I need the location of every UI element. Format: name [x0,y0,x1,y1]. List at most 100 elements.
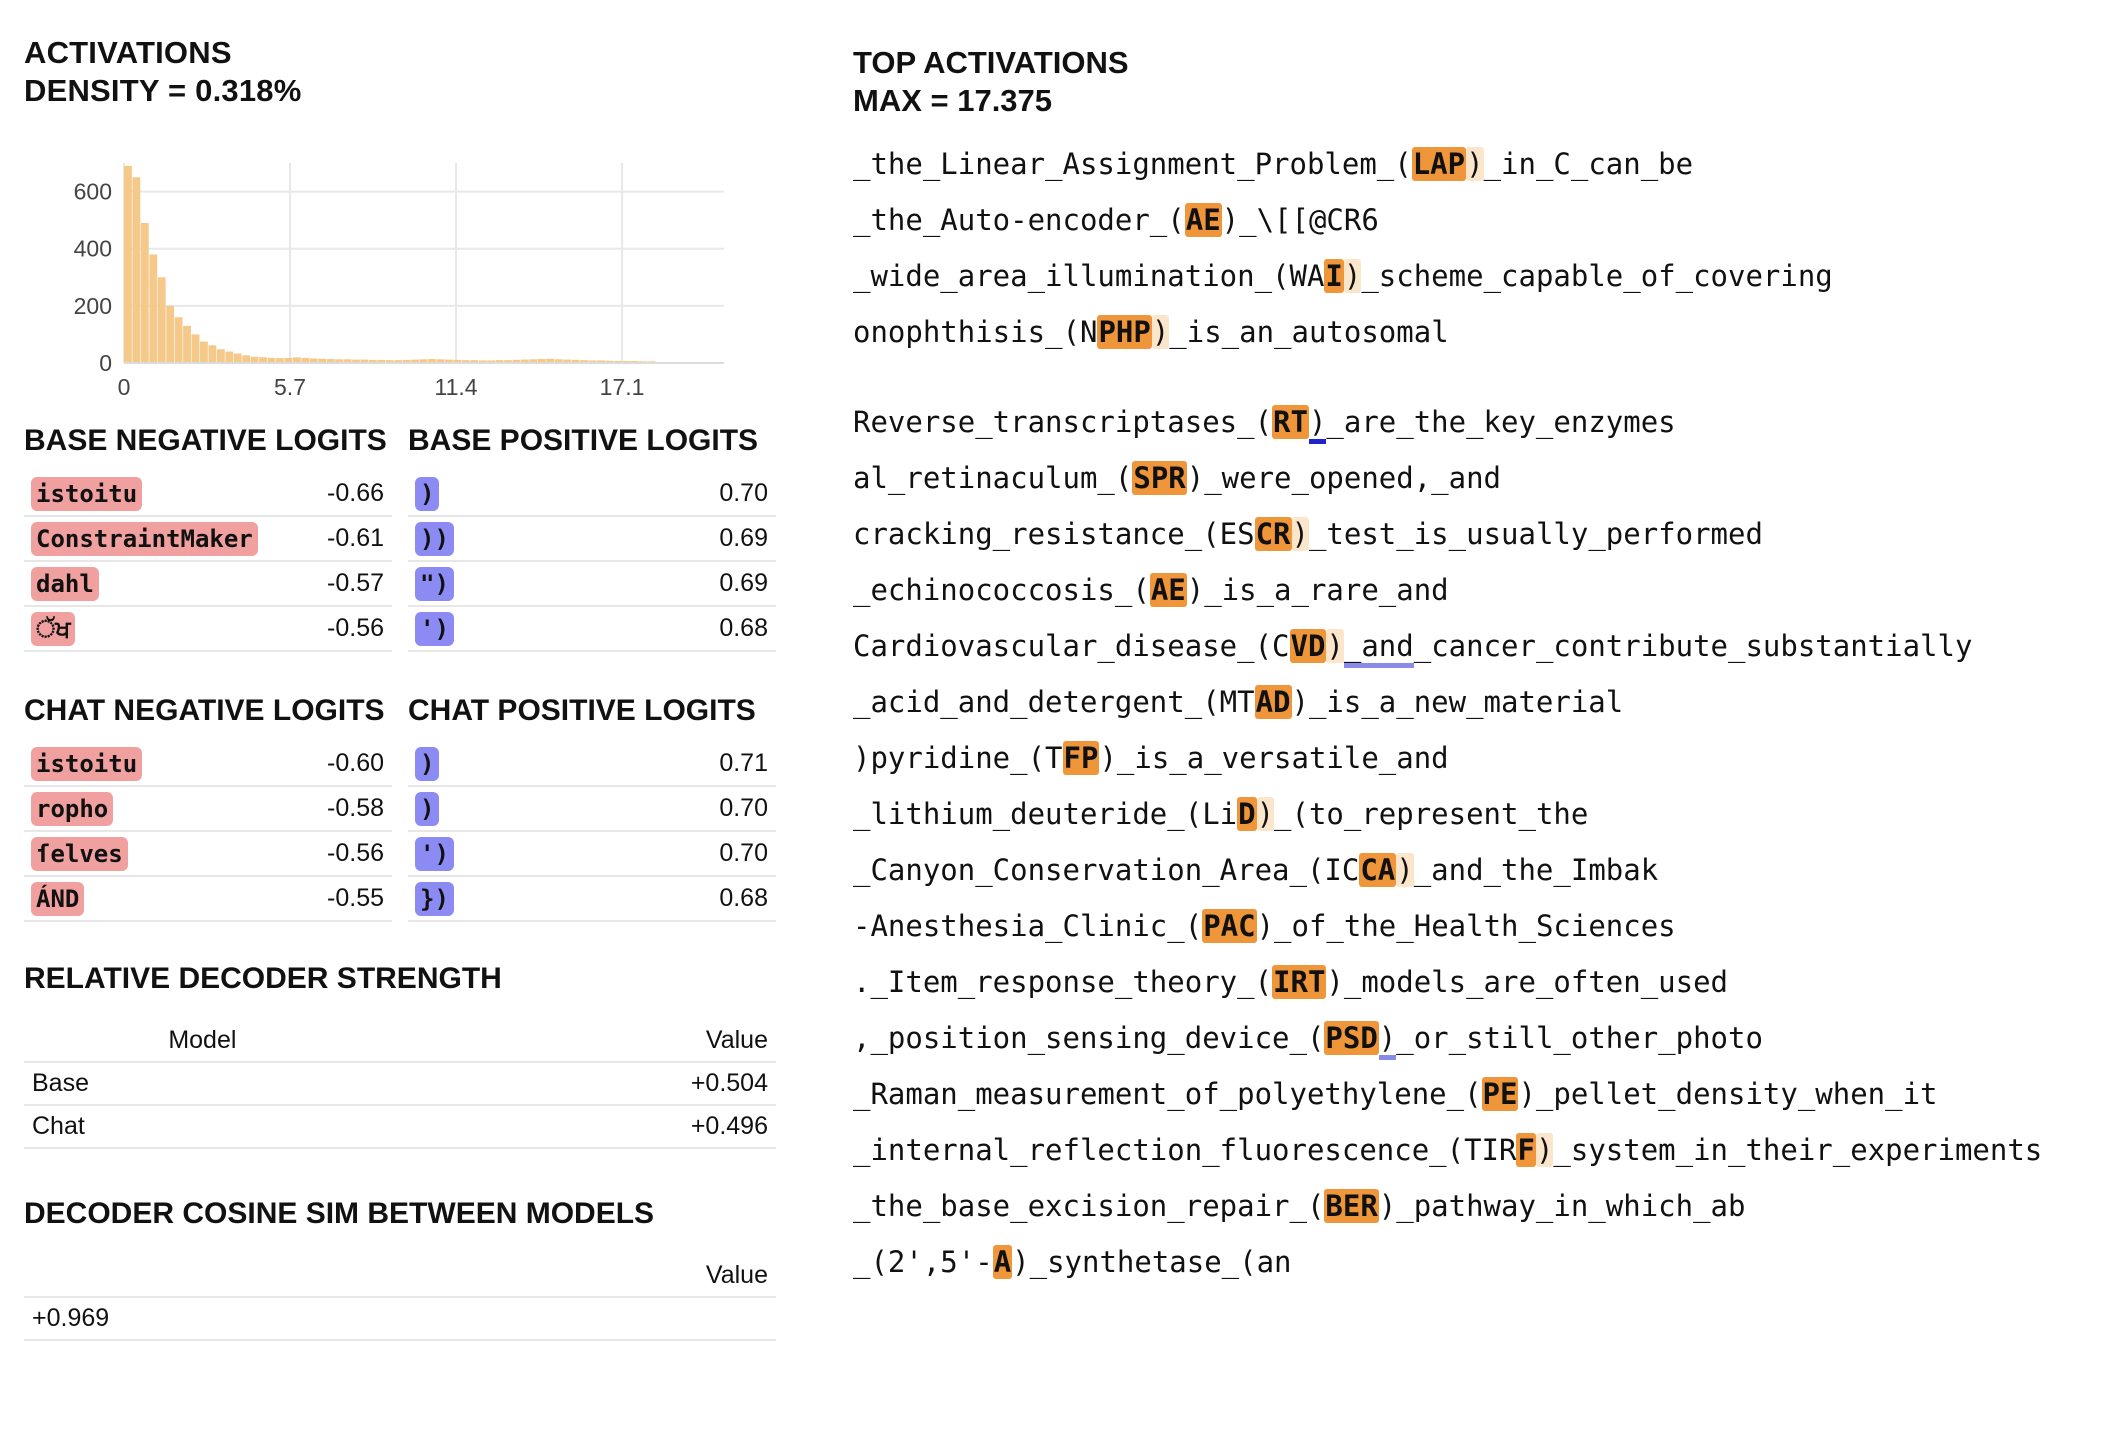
histogram-bar [394,360,403,363]
histogram-bar [309,358,318,363]
histogram-bar [428,359,436,363]
histogram-svg: 0 200 400 600 0 5.7 11.4 17.1 [74,163,724,400]
example-text: _the_Linear_Assignment_Problem_( [853,147,1412,181]
activation-example: _echinococcosis_(AE)_is_a_rare_and [853,562,2093,618]
highlighted-token: A [992,1245,1013,1279]
histogram-bar [157,277,166,363]
example-text: )_were_opened,_and [1186,461,1502,495]
relative-decoder-title: RELATIVE DECODER STRENGTH [24,962,502,995]
histogram-bar [191,334,200,363]
example-text: ._Item_response_theory_( [853,965,1273,999]
histogram-bar [554,359,563,363]
cosine-sim-value: +0.969 [24,1297,776,1341]
logit-token: ) [415,746,440,781]
histogram-bar [225,351,234,363]
histogram-bar [529,359,538,363]
logit-row: ) 0.70 [408,787,776,832]
example-text: _or_still_other_photo [1396,1021,1763,1055]
x-tick-label: 11.4 [435,374,478,398]
logit-value: -0.57 [327,569,384,597]
histogram-bar [580,360,588,363]
example-text: _are_the_key_enzymes [1326,405,1676,439]
relative-decoder-table: Model Value Base +0.504 Chat +0.496 [24,1020,776,1149]
highlighted-token: BER [1324,1189,1379,1223]
base-positive-title: BASE POSITIVE LOGITS [408,424,759,457]
histogram-bar [233,353,242,363]
highlighted-token: PHP [1097,315,1152,349]
value-column-header: Value [380,1020,776,1063]
logit-row: ੱਖ -0.56 [24,607,392,652]
histogram-bar [183,325,191,363]
example-text: _system_in_their_experiments [1553,1133,2043,1167]
histogram-bar [487,360,496,363]
left-panel: ACTIVATIONS DENSITY = 0.318% 0 200 400 600 0… [24,34,784,1341]
chat-positive-title: CHAT POSITIVE LOGITS [408,694,756,727]
example-text: Cardiovascular_disease_(C [853,629,1290,663]
histogram-bar [512,359,521,363]
y-tick-label: 0 [99,350,112,376]
histogram-bar [444,359,453,363]
logit-token: ) [415,476,440,511]
model-column-header: Model [24,1020,381,1063]
logit-value: 0.71 [719,749,768,777]
table-row: Chat +0.496 [24,1105,776,1149]
highlighted-token: AD [1254,685,1292,719]
chat-negative-logits: CHAT NEGATIVE LOGITS istoitu -0.60 ropho -0… [24,692,392,922]
logit-row: ſelves -0.56 [24,832,392,877]
logit-row: ) 0.71 [408,742,776,787]
logit-token: }) [415,881,454,916]
highlighted-token: AE [1184,203,1222,237]
histogram-bar [597,360,605,363]
histogram-bar [343,359,352,363]
activation-example: _lithium_deuteride_(LiD)_(to_represent_t… [853,786,2093,842]
logit-row: ropho -0.58 [24,787,392,832]
logit-row: ) 0.70 [408,472,776,517]
logit-token: ੱਖ [31,611,76,646]
example-text: _is_an_autosomal [1169,315,1449,349]
histogram-bar [377,359,386,363]
base-logits-section: BASE NEGATIVE LOGITS istoitu -0.66 Constra… [24,422,784,652]
histogram-bar [520,359,529,363]
activation-example: ._Item_response_theory_(IRT)_models_are_… [853,954,2093,1010]
example-text: ) [1396,853,1414,887]
histogram-bar [208,345,217,363]
logit-token: )) [415,521,454,556]
highlighted-token: RT [1272,405,1309,439]
example-text: _lithium_deuteride_(Li [853,797,1238,831]
highlighted-token: LAP [1411,147,1467,181]
histogram-bar [216,349,225,363]
histogram-bar [571,359,580,363]
activation-example: Cardiovascular_disease_(CVD)_and_cancer_… [853,618,2093,674]
logit-token: ſelves [31,836,128,871]
logit-row: istoitu -0.60 [24,742,392,787]
chat-positive-logits: CHAT POSITIVE LOGITS ) 0.71) 0.70 ') 0.70}) 0… [408,692,776,922]
example-text: _cancer_contribute_substantially [1413,629,1973,663]
activation-example: _(2',5'-A)_synthetase_(an [853,1234,2093,1290]
example-text: ) [1256,797,1275,831]
logit-row: dahl -0.57 [24,562,392,607]
value-cell: +0.504 [380,1062,776,1106]
histogram-bar [259,357,267,363]
example-group-gap [853,360,2093,394]
activation-example: _Raman_measurement_of_polyethylene_(PE)_… [853,1066,2093,1122]
histogram-bar [368,359,377,363]
logit-value: -0.56 [327,839,384,867]
example-text: ) [1151,315,1170,349]
highlighted-token: PE [1481,1077,1519,1111]
y-tick-label: 600 [74,179,112,205]
example-text: ) [1343,259,1362,293]
logit-token: ') [415,611,454,646]
base-positive-logits: BASE POSITIVE LOGITS ) 0.70)) 0.69 ") 0.69 ')… [408,422,776,652]
histogram-bar [478,360,487,363]
example-text: _internal_reflection_fluorescence_(TIR [853,1133,1517,1167]
logit-value: 0.69 [719,569,768,597]
highlighted-token: AE [1149,573,1187,607]
table-row: Base +0.504 [24,1062,776,1106]
logit-token: ConstraintMaker [31,521,258,556]
activations-title: ACTIVATIONS [24,35,232,70]
base-negative-title: BASE NEGATIVE LOGITS [24,424,387,457]
logit-value: -0.55 [327,884,384,912]
histogram-bar [335,359,344,363]
activation-example: ,_position_sensing_device_(PSD)_or_still… [853,1010,2093,1066]
